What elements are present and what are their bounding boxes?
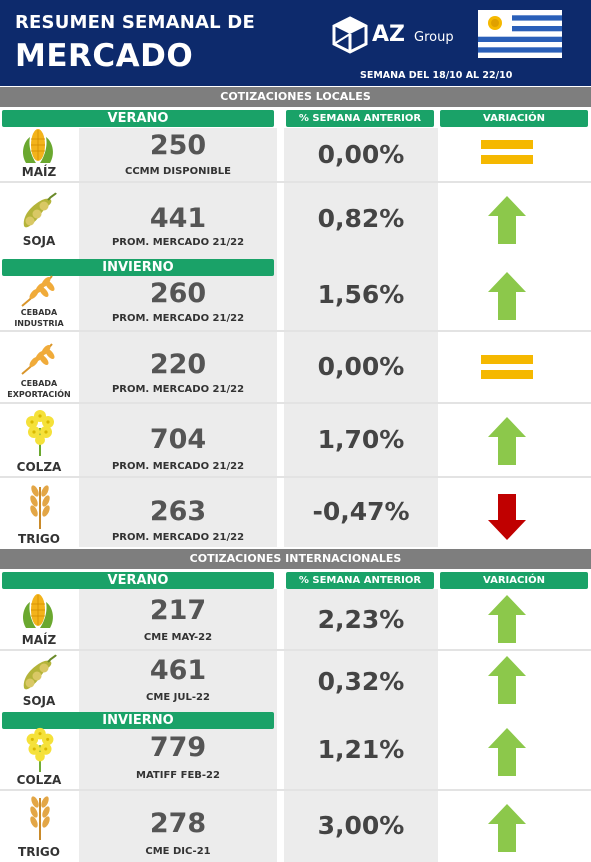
brand-group: Group <box>414 30 454 45</box>
intl-summer-pill: VERANO <box>2 572 274 589</box>
arrow-up-icon <box>488 196 526 244</box>
intl-crop-label: SOJA <box>22 694 56 708</box>
intl-pct-change: 1,21% <box>317 735 405 764</box>
soy-icon <box>23 654 57 690</box>
intl-pct-column <box>284 589 438 862</box>
local-price-source: PROM. MERCADO 21/22 <box>111 313 245 324</box>
intl-var-header: VARIACIÓN <box>440 572 588 589</box>
page-title: MERCADO <box>15 38 194 74</box>
arrow-up-icon <box>488 272 526 320</box>
local-price-column <box>79 128 277 547</box>
intl-crop-label: COLZA <box>16 773 62 787</box>
arrow-up-icon <box>488 728 526 776</box>
intl-pct-change: 3,00% <box>317 811 405 840</box>
local-pct-change: 0,00% <box>317 352 405 381</box>
local-price: 263 <box>149 496 207 527</box>
row-divider <box>0 476 591 478</box>
local-price: 250 <box>149 130 207 161</box>
corn-icon <box>23 594 53 628</box>
intl-pct-change: 0,32% <box>317 667 405 696</box>
wheat-icon <box>30 485 50 529</box>
intl-price-source: CME DIC-21 <box>145 846 211 857</box>
local-price-source: PROM. MERCADO 21/22 <box>111 461 245 472</box>
rapeseed-icon <box>26 410 54 456</box>
row-divider <box>0 181 591 183</box>
local-price-source: PROM. MERCADO 21/22 <box>111 384 245 395</box>
brand-az: AZ <box>372 22 405 47</box>
crop-label-line-1: CEBADA <box>20 379 58 388</box>
local-price-source: PROM. MERCADO 21/22 <box>111 237 245 248</box>
equal-icon <box>481 355 533 379</box>
row-divider <box>0 649 591 651</box>
intl-price: 779 <box>149 732 207 763</box>
intl-price-source: CME JUL-22 <box>146 692 210 703</box>
row-divider <box>0 789 591 791</box>
local-price: 441 <box>149 203 207 234</box>
barley-icon <box>21 275 55 307</box>
local-price-source: PROM. MERCADO 21/22 <box>111 532 245 543</box>
local-pct-header: % SEMANA ANTERIOR <box>286 110 434 127</box>
az-group-logo: AZ Group <box>330 16 470 56</box>
local-crop-label: CEBADA INDUSTRIA <box>0 307 78 329</box>
arrow-up-icon <box>488 656 526 704</box>
row-divider <box>0 402 591 404</box>
arrow-up-icon <box>488 595 526 643</box>
arrow-up-icon <box>488 804 526 852</box>
barley-icon <box>21 343 55 375</box>
local-price-source: CCMM DISPONIBLE <box>124 166 232 177</box>
uruguay-flag-icon <box>478 10 562 58</box>
intl-price: 461 <box>149 655 207 686</box>
intl-crop-label: TRIGO <box>18 845 60 859</box>
local-price: 220 <box>149 349 207 380</box>
local-crop-label: SOJA <box>22 234 56 248</box>
local-band: COTIZACIONES LOCALES <box>0 87 591 107</box>
local-winter-pill: INVIERNO <box>2 259 274 276</box>
local-crop-label: MAÍZ <box>21 165 57 179</box>
local-crop-label: COLZA <box>16 460 62 474</box>
local-pct-change: -0,47% <box>312 497 410 526</box>
week-range: SEMANA DEL 18/10 AL 22/10 <box>360 70 513 81</box>
intl-band: COTIZACIONES INTERNACIONALES <box>0 549 591 569</box>
intl-price-source: MATIFF FEB-22 <box>136 770 220 781</box>
local-crop-label: CEBADA EXPORTACIÓN <box>0 378 78 400</box>
local-crop-label: TRIGO <box>18 532 60 546</box>
rapeseed-icon <box>26 727 54 772</box>
title-line-1: RESUMEN SEMANAL DE <box>15 12 255 33</box>
local-pct-change: 1,70% <box>317 425 405 454</box>
intl-pct-change: 2,23% <box>317 605 405 634</box>
intl-winter-pill: INVIERNO <box>2 712 274 729</box>
local-price: 704 <box>149 424 207 455</box>
intl-price: 278 <box>149 808 207 839</box>
local-pct-column <box>284 128 438 547</box>
arrow-down-icon <box>488 494 526 540</box>
crop-label-line-2: EXPORTACIÓN <box>7 390 71 399</box>
intl-pct-header: % SEMANA ANTERIOR <box>286 572 434 589</box>
local-pct-change: 0,82% <box>317 204 405 233</box>
equal-icon <box>481 140 533 164</box>
intl-price: 217 <box>149 595 207 626</box>
crop-label-line-1: CEBADA <box>20 308 58 317</box>
local-pct-change: 1,56% <box>317 280 405 309</box>
local-price: 260 <box>149 278 207 309</box>
header: RESUMEN SEMANAL DE MERCADO AZ Group SEMA… <box>0 0 591 86</box>
local-pct-change: 0,00% <box>317 140 405 169</box>
corn-icon <box>23 129 53 163</box>
row-divider <box>0 330 591 332</box>
soy-icon <box>23 192 57 228</box>
az-cube-icon <box>332 16 368 54</box>
crop-label-line-2: INDUSTRIA <box>14 319 64 328</box>
wheat-icon <box>30 796 50 840</box>
intl-price-source: CME MAY-22 <box>143 632 213 643</box>
intl-crop-label: MAÍZ <box>21 633 57 647</box>
local-var-header: VARIACIÓN <box>440 110 588 127</box>
local-summer-pill: VERANO <box>2 110 274 127</box>
arrow-up-icon <box>488 417 526 465</box>
